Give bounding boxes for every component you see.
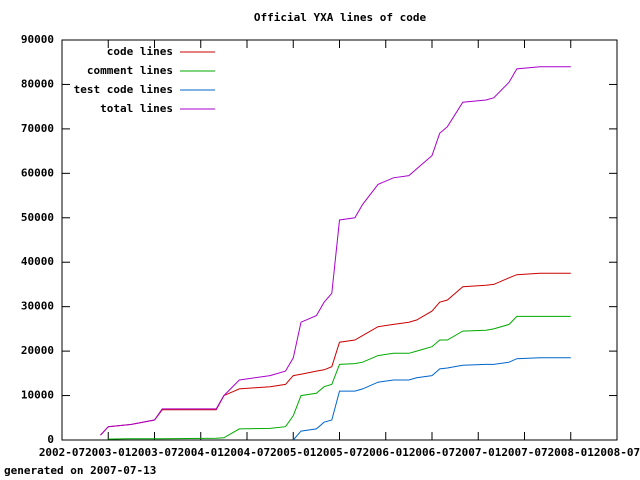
y-tick-label: 0	[47, 433, 54, 446]
x-tick-label: 2005-01	[270, 446, 317, 459]
x-tick-label: 2006-07	[409, 446, 455, 459]
y-tick-label: 30000	[21, 300, 54, 313]
x-tick-label: 2004-07	[224, 446, 270, 459]
series-line	[100, 272, 571, 436]
x-tick-label: 2003-01	[85, 446, 132, 459]
y-tick-label: 40000	[21, 255, 54, 268]
x-tick-label: 2008-01	[548, 446, 595, 459]
legend-label: test code lines	[74, 83, 173, 96]
x-tick-label: 2007-01	[455, 446, 502, 459]
series-line	[108, 315, 571, 440]
x-tick-label: 2003-07	[131, 446, 177, 459]
y-tick-label: 10000	[21, 389, 54, 402]
legend-label: total lines	[100, 102, 173, 115]
plot-frame	[61, 39, 618, 441]
y-tick-label: 20000	[21, 344, 54, 357]
x-tick-label: 2006-01	[363, 446, 410, 459]
y-tick-label: 60000	[21, 166, 54, 179]
legend-label: code lines	[107, 45, 173, 58]
x-tick-label: 2002-07	[39, 446, 85, 459]
legend-label: comment lines	[87, 64, 173, 77]
y-tick-label: 50000	[21, 211, 54, 224]
chart-title: Official YXA lines of code	[254, 11, 427, 24]
footnote: generated on 2007-07-13	[4, 464, 156, 477]
x-tick-label: 2008-07	[594, 446, 640, 459]
x-tick-label: 2007-07	[501, 446, 547, 459]
series-line	[100, 66, 571, 436]
y-tick-label: 80000	[21, 77, 54, 90]
y-tick-label: 90000	[21, 33, 54, 46]
y-tick-label: 70000	[21, 122, 54, 135]
series-line	[292, 357, 571, 441]
x-tick-label: 2005-07	[316, 446, 362, 459]
x-tick-label: 2004-01	[178, 446, 225, 459]
